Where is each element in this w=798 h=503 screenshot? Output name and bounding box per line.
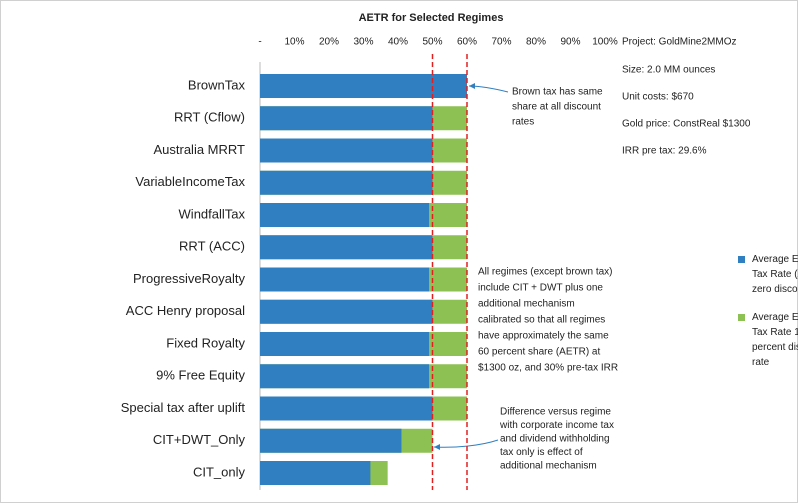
category-label: ProgressiveRoyalty <box>133 271 245 286</box>
category-label: BrownTax <box>188 77 246 92</box>
arrow-head <box>469 83 475 89</box>
bar <box>260 299 433 324</box>
annotation-text: additional mechanism <box>500 461 597 472</box>
category-label: Australia MRRT <box>153 142 245 157</box>
bar <box>260 203 430 227</box>
x-tick-label: 70% <box>491 37 511 48</box>
annotation-text: 60 percent share (AETR) at <box>478 347 600 358</box>
annotation-arrow <box>433 439 499 448</box>
category-label: CIT+DWT_Only <box>153 432 246 447</box>
category-label: RRT (ACC) <box>179 239 245 254</box>
info-text: Size: 2.0 MM ounces <box>622 65 715 76</box>
annotation-text: with corporate income tax <box>499 420 614 431</box>
bar <box>260 396 433 421</box>
bar <box>260 138 433 163</box>
annotation-text: Difference versus regime <box>500 407 611 418</box>
bar <box>260 267 430 292</box>
legend-swatch <box>738 256 745 263</box>
category-label: 9% Free Equity <box>156 368 245 383</box>
bar <box>260 428 402 453</box>
category-label: CIT_only <box>193 464 246 479</box>
info-text: Unit costs: $670 <box>622 92 694 103</box>
x-tick-label: 30% <box>353 37 373 48</box>
legend-swatch <box>738 314 745 321</box>
annotation-text: calibrated so that all regimes <box>478 315 605 326</box>
annotation-text: additional mechanism <box>478 299 575 310</box>
annotation-text: rates <box>512 117 534 128</box>
legend-label: Average Effective Tax Rate (AETR) zero d… <box>752 254 798 295</box>
bar <box>260 461 371 485</box>
legend-label: Average Effective Tax Rate 10 percent di… <box>752 312 798 368</box>
arrow-head <box>434 444 440 450</box>
annotation-text: and dividend withholding <box>500 434 610 445</box>
x-tick-label: 90% <box>560 37 580 48</box>
category-label: RRT (Cflow) <box>174 110 245 125</box>
x-tick-label: 40% <box>388 37 408 48</box>
annotation-text: tax only is effect of <box>500 447 583 458</box>
x-tick-label: - <box>258 37 261 48</box>
bar <box>260 364 430 389</box>
bar <box>260 170 433 195</box>
annotation-text: have approximately the same <box>478 331 609 342</box>
x-tick-label: 80% <box>526 37 546 48</box>
annotation-text: Brown tax has same <box>512 87 603 98</box>
x-tick-label: 50% <box>422 37 442 48</box>
info-text: IRR pre tax: 29.6% <box>622 146 707 157</box>
info-text: Gold price: ConstReal $1300 <box>622 119 751 130</box>
category-label: VariableIncomeTax <box>135 174 245 189</box>
annotation-text: share at all discount <box>512 102 601 113</box>
category-label: Fixed Royalty <box>166 335 245 350</box>
category-label: WindfallTax <box>179 206 246 221</box>
chart-title: AETR for Selected Regimes <box>359 12 504 24</box>
info-text: Project: GoldMine2MMOz <box>622 37 736 48</box>
x-tick-label: 60% <box>457 37 477 48</box>
bar <box>260 235 433 260</box>
category-label: ACC Henry proposal <box>126 303 245 318</box>
bar <box>260 74 467 98</box>
bar <box>260 106 433 131</box>
annotation-text: All regimes (except brown tax) <box>478 267 613 278</box>
bar <box>260 332 430 356</box>
annotation-text: include CIT + DWT plus one <box>478 283 603 294</box>
category-label: Special tax after uplift <box>121 400 246 415</box>
annotation-text: $1300 oz, and 30% pre-tax IRR <box>478 363 618 374</box>
x-tick-label: 100% <box>592 37 618 48</box>
x-tick-label: 10% <box>284 37 304 48</box>
x-tick-label: 20% <box>319 37 339 48</box>
